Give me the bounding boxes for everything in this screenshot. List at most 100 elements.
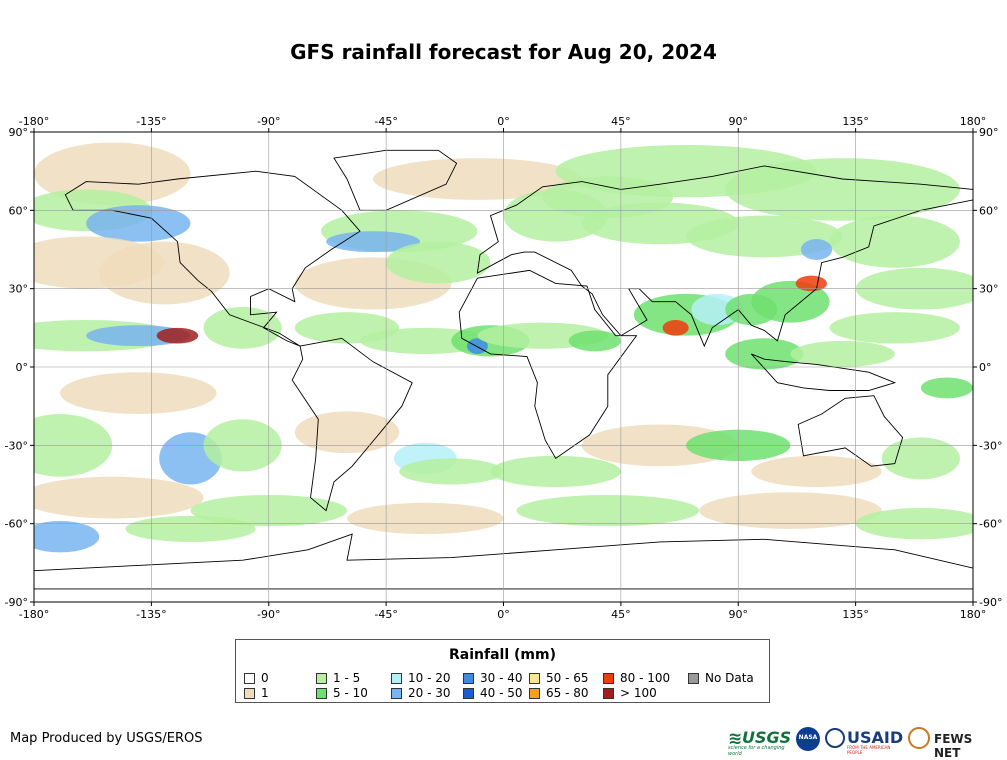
rain-patch (326, 231, 421, 253)
indonesia-outline (750, 353, 897, 391)
right-lat-label: -60° (979, 518, 1002, 531)
logo-strip: ≋ USGS science for a changing world NASA… (728, 724, 998, 760)
legend-swatch (463, 688, 474, 699)
legend-item: 40 - 50 (463, 686, 523, 700)
usaid-logo: USAID FROM THE AMERICAN PEOPLE (825, 724, 905, 755)
left-lat-label: 0° (16, 361, 29, 374)
rain-patch (86, 205, 191, 242)
bottom-lon-label: -90° (257, 608, 280, 621)
bottom-lon-label: 45° (611, 608, 631, 621)
right-lat-label: 90° (979, 126, 999, 139)
legend-swatch (316, 688, 327, 699)
legend-item: 20 - 30 (391, 686, 451, 700)
legend-item: 1 - 5 (316, 671, 360, 685)
rain-patch (347, 502, 504, 535)
right-lat-label: -30° (979, 439, 1002, 452)
left-lat-label: 30° (9, 283, 29, 296)
rainfall-layer (34, 142, 973, 553)
fews-globe-icon (908, 727, 930, 749)
rain-patch (568, 330, 621, 352)
bottom-lon-label: -135° (136, 608, 166, 621)
map-title: GFS rainfall forecast for Aug 20, 2024 (290, 40, 717, 64)
usaid-wordmark: USAID (847, 728, 904, 747)
rain-patch (790, 340, 895, 368)
top-lon-label: 90° (729, 115, 749, 128)
legend-label: 1 (261, 686, 269, 700)
rain-patch (399, 458, 504, 485)
legend-label: 10 - 20 (408, 671, 451, 685)
rain-patch (34, 521, 100, 553)
legend-swatch (603, 688, 614, 699)
right-lat-label: 0° (979, 361, 992, 374)
left-lat-label: -30° (5, 439, 28, 452)
left-lat-label: 60° (9, 204, 29, 217)
rain-patch (662, 320, 689, 336)
graticule (34, 132, 973, 602)
rain-patch (516, 494, 700, 527)
rain-patch (60, 372, 217, 414)
rain-patch (490, 455, 621, 488)
legend-label: No Data (705, 671, 754, 685)
legend-label: 0 (261, 671, 269, 685)
top-lon-label: -90° (257, 115, 280, 128)
left-lat-label: -90° (5, 596, 28, 609)
legend-title: Rainfall (mm) (449, 647, 556, 663)
usaid-seal-icon (825, 728, 845, 748)
rain-patch (751, 455, 882, 488)
legend-item: 0 (244, 671, 269, 685)
top-lon-label: 45° (611, 115, 631, 128)
fews-net-logo: FEWS NET (908, 724, 998, 760)
rain-patch (156, 327, 199, 344)
left-lat-label: -60° (5, 518, 28, 531)
rain-patch (125, 515, 256, 542)
usgs-tagline: science for a changing world (728, 745, 785, 757)
legend-item: 65 - 80 (529, 686, 589, 700)
rain-patch (99, 241, 230, 305)
legend-label: > 100 (620, 686, 657, 700)
legend-item: 1 (244, 686, 269, 700)
rainfall-map: -180° -180° -135° -135° -90° -90° -45° -45° 0° 0°… (5, 115, 1003, 621)
legend-swatch (603, 673, 614, 684)
legend-label: 1 - 5 (333, 671, 361, 685)
legend-label: 65 - 80 (546, 686, 589, 700)
usaid-tagline: FROM THE AMERICAN PEOPLE (847, 745, 891, 755)
nasa-meatball-icon (796, 727, 820, 751)
rain-patch (751, 280, 830, 323)
bottom-lon-label: -45° (374, 608, 397, 621)
top-lon-label: -180° (19, 115, 49, 128)
bottom-lon-label: -180° (19, 608, 49, 621)
rain-patch (34, 476, 204, 519)
legend-item: > 100 (603, 686, 657, 700)
legend-swatch (316, 673, 327, 684)
rain-patch (800, 239, 833, 260)
right-lat-label: 30° (979, 283, 999, 296)
rain-patch (920, 377, 973, 399)
legend-item: 50 - 65 (529, 671, 589, 685)
rain-patch (829, 215, 960, 268)
africa-outline (458, 269, 638, 460)
rain-patch (203, 306, 282, 349)
top-lon-label: 180° (960, 115, 987, 128)
bottom-lon-label: 180° (960, 608, 987, 621)
legend-item: 30 - 40 (463, 671, 523, 685)
legend-label: 80 - 100 (620, 671, 671, 685)
legend-swatch (529, 688, 540, 699)
fews-net-wordmark: FEWS NET (934, 732, 973, 760)
top-lon-label: -135° (136, 115, 166, 128)
legend-item: 10 - 20 (391, 671, 451, 685)
legend-item: 5 - 10 (316, 686, 368, 700)
credit-text: Map Produced by USGS/EROS (10, 731, 203, 746)
legend-item: 80 - 100 (603, 671, 670, 685)
usgs-wave-icon: ≋ (728, 729, 743, 749)
usgs-logo: ≋ USGS science for a changing world (728, 724, 794, 757)
usgs-wordmark: USGS (742, 728, 792, 747)
rain-patch (373, 158, 582, 200)
legend-label: 20 - 30 (408, 686, 451, 700)
rain-patch (294, 411, 400, 454)
rain-patch (881, 437, 960, 480)
legend-swatch (244, 673, 255, 684)
top-lon-label: -45° (374, 115, 397, 128)
right-lat-label: 60° (979, 204, 999, 217)
rain-patch (386, 241, 491, 284)
antarctica-outline (34, 533, 973, 590)
